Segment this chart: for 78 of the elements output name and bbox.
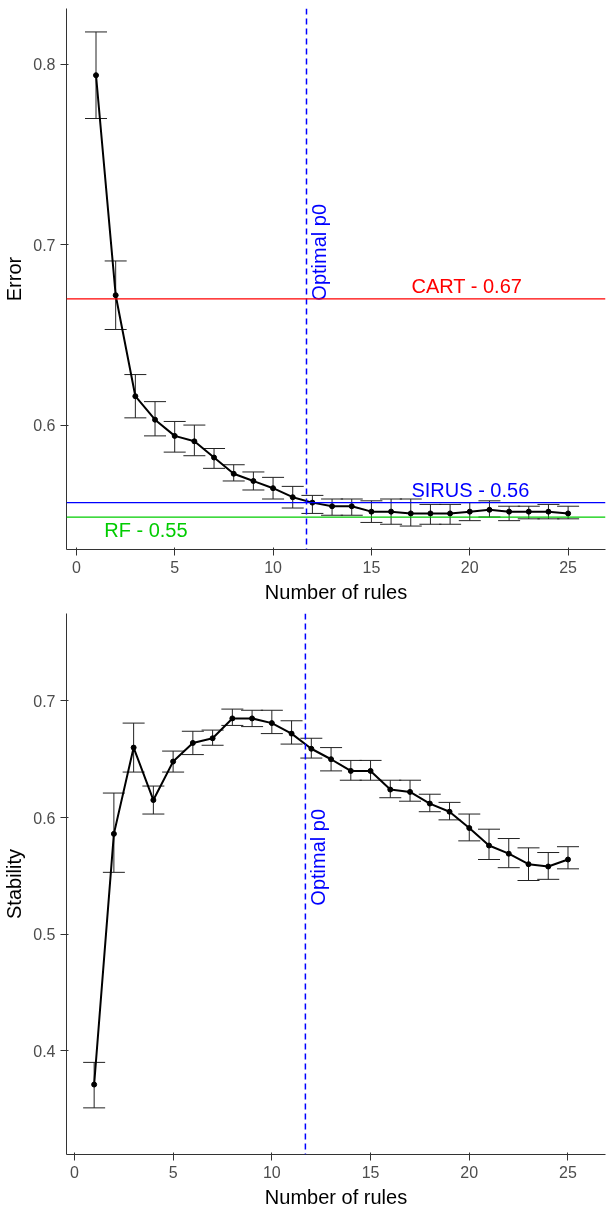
x-tick-label: 15 bbox=[361, 1163, 380, 1181]
point bbox=[446, 808, 453, 815]
point bbox=[426, 800, 433, 807]
point bbox=[367, 767, 374, 774]
point bbox=[130, 744, 137, 751]
ref-line-label: Optimal p0 bbox=[308, 203, 331, 301]
point bbox=[486, 842, 493, 849]
x-tick-label: 20 bbox=[460, 558, 479, 576]
point bbox=[387, 786, 394, 793]
point bbox=[189, 739, 196, 746]
x-tick-label: 25 bbox=[559, 558, 578, 576]
y-tick-label: 0.8 bbox=[33, 56, 56, 74]
point bbox=[525, 508, 532, 515]
x-tick-label: 10 bbox=[264, 558, 283, 576]
point bbox=[506, 508, 513, 515]
point bbox=[466, 825, 473, 832]
point bbox=[564, 856, 571, 863]
ref-line-label: Optimal p0 bbox=[307, 808, 330, 906]
point bbox=[309, 499, 316, 506]
point bbox=[229, 715, 236, 722]
x-tick-label: 25 bbox=[559, 1163, 577, 1181]
point bbox=[545, 863, 552, 870]
point bbox=[249, 715, 256, 722]
point bbox=[565, 510, 572, 517]
point bbox=[288, 730, 295, 737]
point bbox=[329, 503, 336, 510]
point bbox=[152, 416, 159, 423]
point bbox=[388, 508, 395, 515]
point bbox=[150, 797, 157, 804]
x-tick-label: 0 bbox=[71, 558, 81, 576]
point bbox=[268, 720, 275, 727]
x-tick-label: 5 bbox=[170, 558, 180, 576]
x-tick-label: 0 bbox=[69, 1163, 79, 1181]
point bbox=[347, 767, 354, 774]
point bbox=[132, 393, 139, 400]
y-tick-label: 0.5 bbox=[33, 926, 56, 944]
point bbox=[91, 1081, 98, 1088]
point bbox=[505, 850, 512, 857]
x-axis-title: Number of rules bbox=[264, 580, 408, 603]
y-axis-title: Stability bbox=[3, 848, 26, 920]
point bbox=[466, 508, 473, 515]
point bbox=[270, 485, 277, 492]
point bbox=[289, 494, 296, 501]
ref-line-label: CART - 0.67 bbox=[411, 274, 522, 297]
x-tick-label: 15 bbox=[362, 558, 381, 576]
point bbox=[170, 758, 177, 765]
y-tick-label: 0.4 bbox=[33, 1042, 56, 1060]
y-tick-label: 0.7 bbox=[33, 236, 56, 254]
point bbox=[447, 510, 454, 517]
point bbox=[250, 477, 257, 484]
ref-line-label: RF - 0.55 bbox=[104, 519, 188, 542]
x-tick-label: 20 bbox=[460, 1163, 479, 1181]
point bbox=[230, 470, 237, 477]
point bbox=[407, 788, 414, 795]
x-axis-title: Number of rules bbox=[264, 1185, 408, 1208]
point bbox=[368, 508, 375, 515]
point bbox=[110, 830, 117, 837]
y-tick-label: 0.7 bbox=[33, 692, 56, 710]
point bbox=[545, 508, 552, 515]
point bbox=[407, 510, 414, 517]
ref-line-label: SIRUS - 0.56 bbox=[411, 478, 530, 501]
point bbox=[308, 745, 315, 752]
point bbox=[486, 506, 493, 513]
point bbox=[211, 454, 218, 461]
y-tick-label: 0.6 bbox=[33, 417, 56, 435]
y-axis-title: Error bbox=[3, 256, 26, 302]
x-tick-label: 10 bbox=[262, 1163, 281, 1181]
point bbox=[328, 756, 335, 763]
point bbox=[427, 510, 434, 517]
y-tick-label: 0.6 bbox=[33, 809, 56, 827]
point bbox=[525, 861, 532, 868]
point bbox=[191, 438, 198, 445]
point bbox=[209, 735, 216, 742]
point bbox=[112, 292, 119, 299]
x-tick-label: 5 bbox=[168, 1163, 178, 1181]
point bbox=[348, 503, 355, 510]
point bbox=[171, 432, 178, 439]
point bbox=[93, 72, 100, 79]
